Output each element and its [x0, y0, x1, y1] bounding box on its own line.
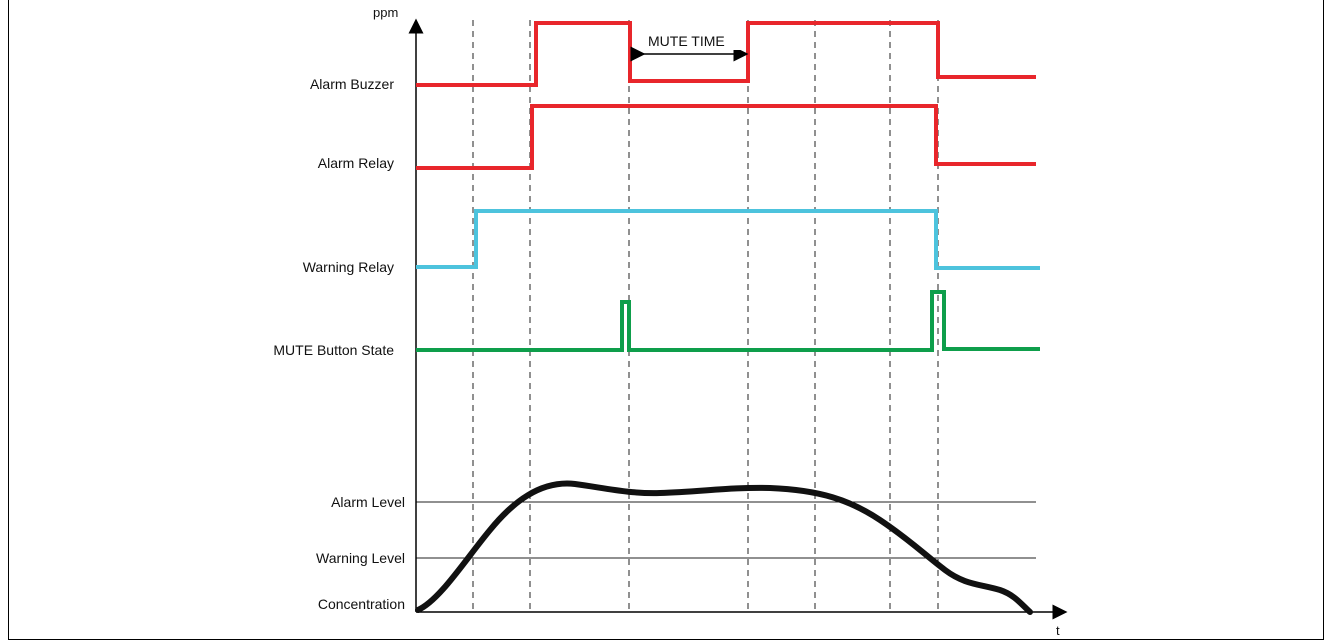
warning-level-label: Warning Level: [316, 550, 405, 566]
time-markers: [472, 20, 939, 612]
x-axis-label: t: [1056, 623, 1060, 638]
alarm-buzzer-trace: [416, 21, 1036, 87]
y-axis-label: ppm: [373, 5, 398, 20]
mute-time-label-bg: [643, 30, 741, 50]
concentration-label: Concentration: [318, 596, 405, 612]
mute-button-state-trace: [416, 290, 1040, 352]
concentration-curve: [415, 480, 1033, 615]
alarm-level-label: Alarm Level: [331, 494, 405, 510]
warning-relay-label: Warning Relay: [303, 259, 394, 275]
mute-time-label: MUTE TIME: [648, 33, 725, 49]
alarm-buzzer-label: Alarm Buzzer: [310, 76, 394, 92]
alarm-relay-label: Alarm Relay: [318, 155, 394, 171]
alarm-relay-trace: [416, 104, 1036, 170]
mute-button-state-label: MUTE Button State: [273, 342, 394, 358]
warning-relay-trace: [416, 209, 1040, 270]
